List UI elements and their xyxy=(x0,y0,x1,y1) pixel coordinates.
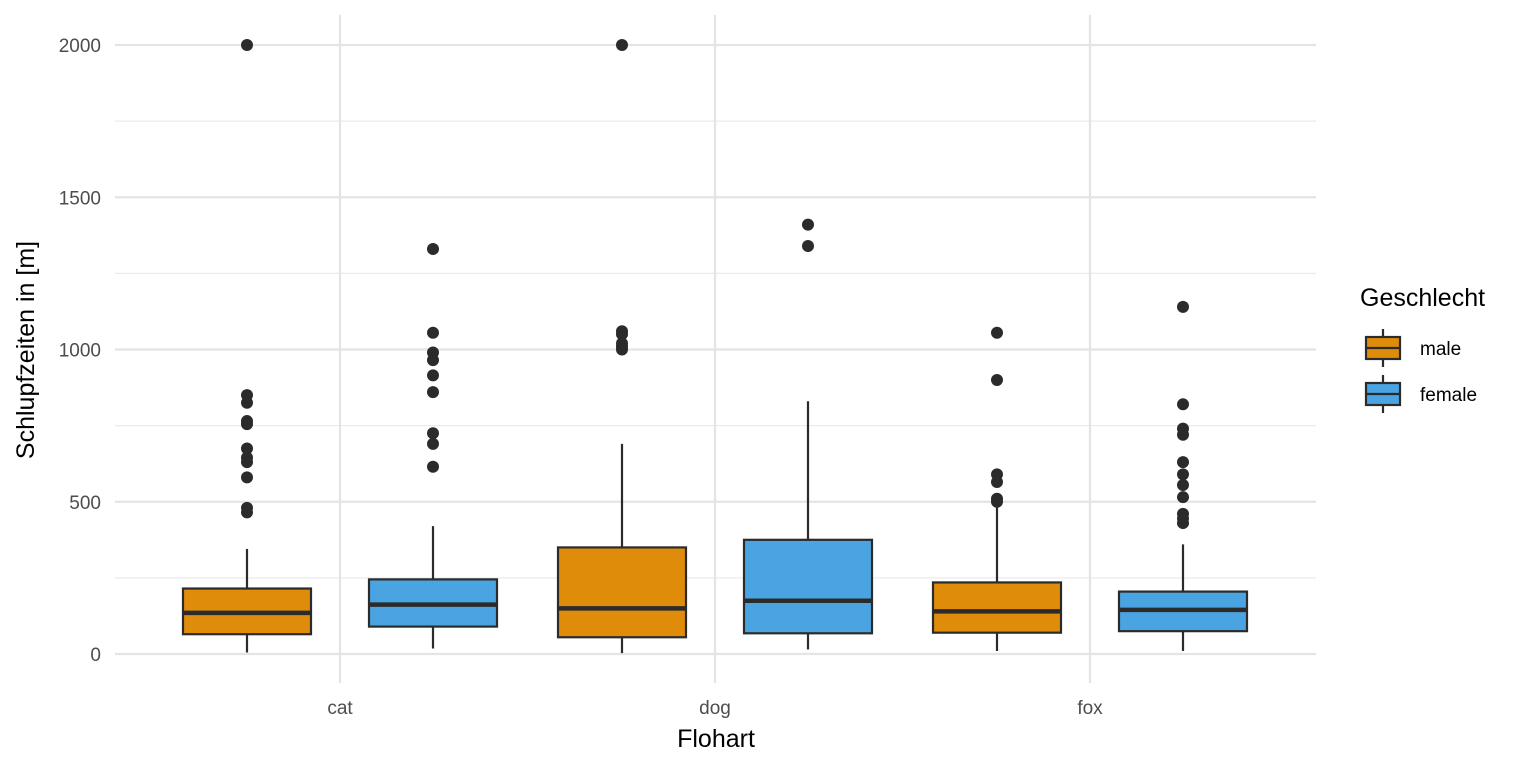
outlier-point xyxy=(616,328,628,341)
y-tick-label: 1500 xyxy=(59,188,101,209)
outlier-point xyxy=(241,471,253,484)
box-male-cat xyxy=(181,39,313,653)
outlier-point xyxy=(427,386,439,399)
box-female-fox xyxy=(1117,300,1249,651)
legend-label: male xyxy=(1420,339,1461,360)
legend: Geschlecht male female xyxy=(1360,284,1485,413)
x-tick-label: cat xyxy=(327,698,353,719)
y-tick-label: 1000 xyxy=(59,341,101,362)
outlier-point xyxy=(1177,468,1189,481)
legend-key-male xyxy=(1364,329,1402,367)
outlier-point xyxy=(427,369,439,382)
grid xyxy=(115,15,1316,683)
y-tick-label: 500 xyxy=(69,493,101,514)
axes: Flohart Schlupfzeiten in [m] 0 500 1000 150… xyxy=(12,36,1103,753)
outlier-point xyxy=(427,354,439,367)
outlier-point xyxy=(616,343,628,356)
outlier-point xyxy=(427,427,439,440)
outlier-point xyxy=(241,396,253,409)
outlier-point xyxy=(802,239,814,252)
y-axis-title: Schlupfzeiten in [m] xyxy=(12,241,40,459)
legend-title: Geschlecht xyxy=(1360,284,1485,312)
iqr-box xyxy=(556,546,688,639)
outlier-point xyxy=(241,506,253,519)
iqr-box xyxy=(742,538,874,635)
outlier-point xyxy=(241,39,253,51)
outlier-point xyxy=(991,475,1003,488)
x-axis-title: Flohart xyxy=(677,725,755,753)
outlier-point xyxy=(616,39,628,51)
x-tick-label: dog xyxy=(699,698,731,719)
outlier-point xyxy=(1177,491,1189,504)
outlier-point xyxy=(991,373,1003,386)
y-tick-label: 2000 xyxy=(59,36,101,57)
legend-key-female xyxy=(1364,375,1402,413)
outlier-point xyxy=(241,442,253,455)
iqr-box xyxy=(931,581,1063,634)
boxes xyxy=(181,39,1249,654)
outlier-point xyxy=(1177,456,1189,469)
outlier-point xyxy=(241,456,253,469)
outlier-point xyxy=(802,218,814,231)
outlier-point xyxy=(427,243,439,256)
box-female-dog xyxy=(742,218,874,650)
y-tick-label: 0 xyxy=(90,645,101,666)
outlier-point xyxy=(427,460,439,473)
outlier-point xyxy=(1177,479,1189,492)
outlier-point xyxy=(427,437,439,450)
outlier-point xyxy=(1177,300,1189,313)
outlier-point xyxy=(1177,398,1189,411)
outlier-point xyxy=(241,418,253,431)
x-tick-label: fox xyxy=(1077,698,1103,719)
outlier-point xyxy=(1177,428,1189,441)
outlier-point xyxy=(1177,517,1189,530)
outlier-point xyxy=(991,495,1003,508)
outlier-point xyxy=(991,326,1003,339)
legend-label: female xyxy=(1420,385,1477,406)
box-female-cat xyxy=(367,243,499,649)
box-male-fox xyxy=(931,326,1063,651)
outlier-point xyxy=(427,326,439,339)
box-male-dog xyxy=(556,39,688,654)
